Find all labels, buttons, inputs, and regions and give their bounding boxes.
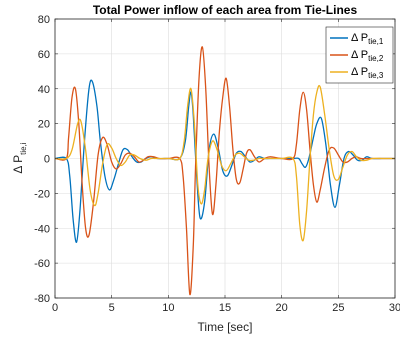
x-tick-label: 25 bbox=[332, 302, 344, 314]
x-tick-label: 30 bbox=[389, 302, 400, 314]
x-tick-label: 10 bbox=[162, 302, 174, 314]
legend-label-sub: tie,3 bbox=[368, 71, 384, 80]
series-line-3 bbox=[54, 84, 395, 242]
y-tick-label: 80 bbox=[38, 14, 50, 26]
legend-label-3: Δ Ptie,3 bbox=[351, 66, 384, 80]
legend: Δ Ptie,1Δ Ptie,2Δ Ptie,3 bbox=[325, 26, 394, 84]
legend-label-main: Δ P bbox=[351, 49, 368, 61]
legend-label-sub: tie,1 bbox=[368, 37, 384, 46]
y-axis-label-main: Δ P bbox=[11, 155, 25, 174]
series-line-1 bbox=[54, 79, 395, 243]
y-axis-label: Δ Ptie,i bbox=[11, 142, 28, 173]
x-tick-label: 20 bbox=[276, 302, 288, 314]
chart-title: Total Power inflow of each area from Tie… bbox=[93, 3, 358, 17]
y-tick-label: 40 bbox=[38, 84, 50, 96]
data-lines bbox=[54, 46, 395, 296]
y-axis-label-sub: tie,i bbox=[19, 142, 28, 155]
legend-label-1: Δ Ptie,1 bbox=[351, 32, 384, 46]
axis-ticks: 0 5 10 15 20 25 30 -80 -60 -40 -20 0 20 40 60 80 bbox=[34, 14, 400, 314]
y-tick-label: 20 bbox=[38, 119, 50, 131]
legend-label-2: Δ Ptie,2 bbox=[351, 49, 384, 63]
x-tick-label: 5 bbox=[109, 302, 115, 314]
y-tick-label: 0 bbox=[44, 154, 50, 166]
y-tick-label: -60 bbox=[34, 258, 50, 270]
legend-label-sub: tie,2 bbox=[368, 54, 384, 63]
y-tick-label: -20 bbox=[34, 188, 50, 200]
legend-label-main: Δ P bbox=[351, 66, 368, 78]
y-tick-label: -40 bbox=[34, 223, 50, 235]
x-axis-label: Time [sec] bbox=[198, 320, 253, 334]
y-tick-label: 60 bbox=[38, 49, 50, 61]
y-tick-label: -80 bbox=[34, 293, 50, 305]
x-tick-label: 0 bbox=[52, 302, 58, 314]
x-tick-label: 15 bbox=[219, 302, 231, 314]
legend-label-main: Δ P bbox=[351, 32, 368, 44]
